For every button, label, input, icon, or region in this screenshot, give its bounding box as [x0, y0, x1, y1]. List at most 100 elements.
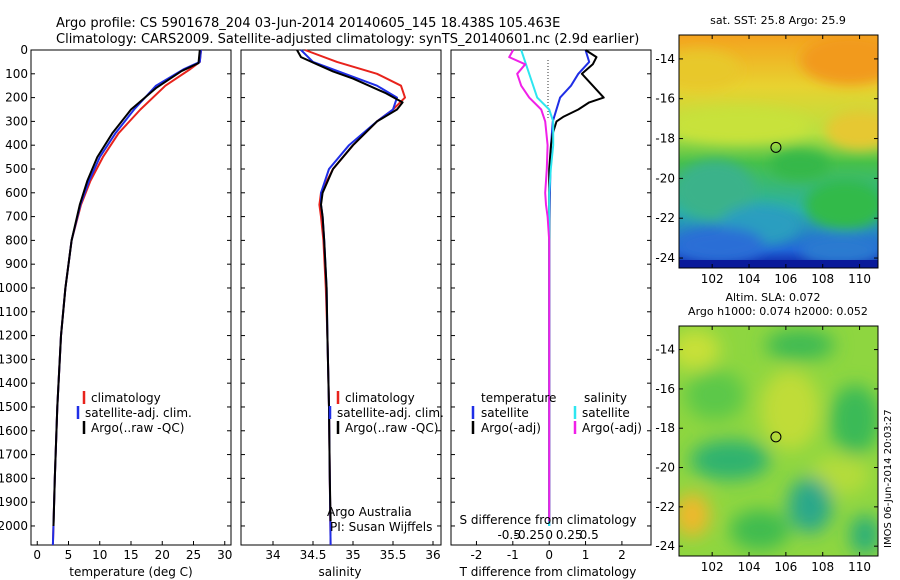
sla-patch: [730, 510, 790, 550]
legend-label-climatology: climatology: [345, 391, 415, 405]
x-tick-label: 1: [582, 548, 590, 562]
s-tick-label: 0: [545, 528, 553, 542]
map-y-tick-label: -24: [655, 539, 675, 553]
sla-patch: [690, 440, 770, 480]
depth-tick-label: 1500: [0, 400, 28, 414]
map-y-tick-label: -22: [655, 211, 675, 225]
credit-line-2: PI: Susan Wijffels: [330, 520, 432, 534]
difference-panel: -2 -1 0 1 2 temperature salinity satellite A…: [450, 49, 652, 579]
map-y-tick-label: -20: [655, 171, 675, 185]
sst-patch: [800, 235, 878, 265]
depth-axis: 0 100 200 300 400 500 600 700 800 900 1000 1100 1200…: [0, 43, 231, 533]
sst-map: sat. SST: 25.8 Argo: 25.9 102 104 106 108 11…: [655, 14, 879, 286]
sla-map-title-2: Argo h1000: 0.074 h2000: 0.052: [688, 305, 868, 318]
salinity-lines: [296, 49, 406, 546]
sla-map: Altim. SLA: 0.072 Argo h1000: 0.074 h200…: [655, 291, 879, 574]
argo-location-marker: [770, 141, 782, 153]
depth-tick-label: 1000: [0, 281, 28, 295]
x-tick-label: 0: [33, 548, 41, 562]
legend-label-satellite: satellite-adj. clim.: [85, 406, 192, 420]
depth-tick-label: 200: [5, 91, 28, 105]
depth-tick-label: 400: [5, 138, 28, 152]
legend-label-temp-argo: Argo(-adj): [481, 421, 541, 435]
map-x-tick-label: 102: [701, 560, 724, 574]
map-x-tick-label: 110: [848, 272, 871, 286]
x-tick-label: 20: [155, 548, 170, 562]
depth-tick-label: 900: [5, 257, 28, 271]
t-difference-label: T difference from climatology: [459, 565, 637, 579]
salinity-x-axis: 34 34.5 35 35.5 36: [265, 541, 441, 562]
sla-patch: [679, 330, 720, 370]
difference-axes-frame: [450, 49, 652, 546]
salinity-panel: 34 34.5 35 35.5 36 climatology satellite-adj…: [240, 49, 444, 579]
depth-tick-label: 1800: [0, 471, 28, 485]
x-tick-label: 2: [618, 548, 626, 562]
map-x-tick-label: 106: [774, 560, 797, 574]
depth-tick-label: 0: [20, 43, 28, 57]
legend-title-temperature: temperature: [481, 391, 556, 405]
map-y-tick-label: -22: [655, 500, 675, 514]
depth-tick-label: 100: [5, 67, 28, 81]
depth-tick-label: 1100: [0, 305, 28, 319]
map-y-tick-label: -14: [655, 343, 675, 357]
legend-title-salinity: salinity: [584, 391, 627, 405]
sla-patch: [850, 515, 878, 555]
x-tick-label: 35.5: [380, 548, 407, 562]
series-line-argo-raw-qc-: [52, 49, 201, 527]
series-line-temperature-satellite: [548, 49, 591, 526]
sst-patch: [679, 50, 740, 90]
depth-tick-label: 800: [5, 233, 28, 247]
sst-patch: [805, 180, 878, 230]
sla-patch: [685, 370, 745, 420]
series-line-argo-raw-qc-: [296, 49, 404, 522]
map-x-tick-label: 108: [811, 272, 834, 286]
imos-timestamp: IMOS 06-Jun-2014 20:03:27: [883, 409, 894, 548]
difference-lines: [508, 49, 605, 526]
map-x-tick-label: 102: [701, 272, 724, 286]
s-difference-label: S difference from climatology: [460, 513, 637, 527]
legend-label-climatology: climatology: [91, 391, 161, 405]
map-x-tick-label: 104: [738, 272, 761, 286]
sst-patch: [679, 160, 755, 220]
map-y-tick-label: -14: [655, 52, 675, 66]
map-x-tick-label: 108: [811, 560, 834, 574]
depth-tick-label: 700: [5, 210, 28, 224]
x-tick-label: -2: [470, 548, 482, 562]
s-tick-label: -0.25: [514, 528, 545, 542]
depth-tick-label: 300: [5, 114, 28, 128]
difference-x-axis: -2 -1 0 1 2: [470, 541, 626, 562]
map-y-tick-label: -18: [655, 132, 675, 146]
difference-legend: temperature salinity satellite Argo(-adj…: [471, 391, 642, 435]
argo-location-marker: [770, 431, 782, 443]
sla-patch: [830, 385, 878, 455]
sla-map-title-1: Altim. SLA: 0.072: [725, 291, 820, 304]
legend-label-argo: Argo(..raw -QC): [91, 421, 184, 435]
sla-patch: [788, 477, 832, 533]
series-line-climatology: [51, 49, 202, 546]
depth-tick-label: 500: [5, 162, 28, 176]
series-line-salinity-argo-adj-: [508, 49, 551, 522]
salinity-x-label: salinity: [318, 565, 361, 579]
map-x-tick-label: 104: [738, 560, 761, 574]
sst-map-frame: [678, 34, 879, 269]
series-line-temperature-argo-adj-: [548, 49, 605, 522]
x-tick-label: 30: [217, 548, 232, 562]
sla-patch: [760, 370, 820, 450]
x-tick-label: 15: [123, 548, 138, 562]
depth-tick-label: 1400: [0, 376, 28, 390]
sla-map-axes: 102 104 106 108 110 -14 -16 -18 -20 -22 -24: [655, 326, 878, 574]
sla-field: [679, 326, 878, 556]
salinity-y-ticks: [241, 49, 441, 527]
header-line-1: Argo profile: CS 5901678_204 03-Jun-2014…: [56, 16, 560, 31]
s-difference-ticks: -0.5-0.25 0 0.250.5: [497, 528, 598, 542]
s-tick-label: -0.5: [497, 528, 520, 542]
legend-label-satellite: satellite-adj. clim.: [337, 406, 444, 420]
map-y-tick-label: -16: [655, 382, 675, 396]
sst-map-title: sat. SST: 25.8 Argo: 25.9: [710, 14, 846, 27]
sst-deep-band: [679, 260, 878, 268]
s-tick-label: 0.25: [556, 528, 583, 542]
depth-tick-label: 1700: [0, 448, 28, 462]
sst-patch: [679, 107, 810, 143]
x-tick-label: 5: [65, 548, 73, 562]
depth-tick-label: 1300: [0, 352, 28, 366]
